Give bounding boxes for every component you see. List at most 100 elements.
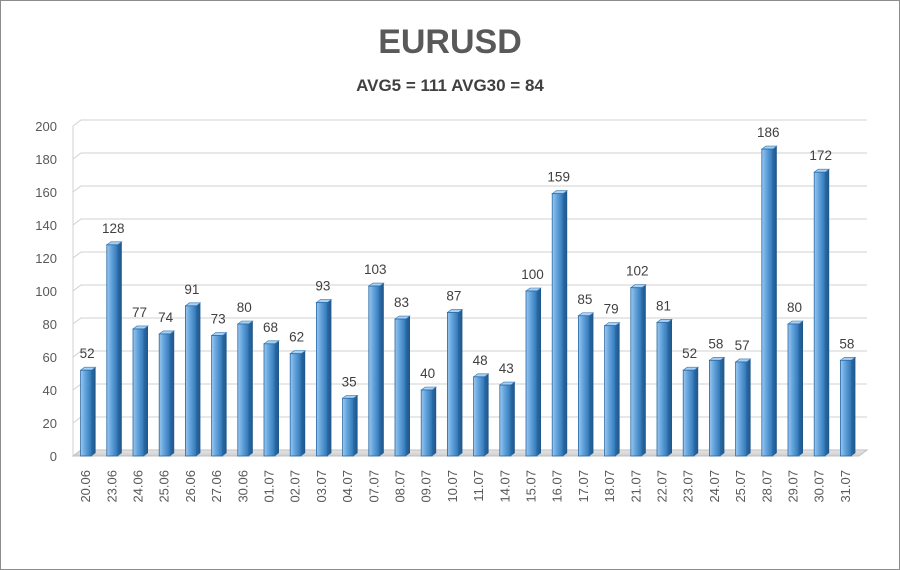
- x-tick-label: 27.06: [209, 470, 224, 503]
- data-label: 52: [682, 346, 697, 361]
- bar-front: [708, 359, 721, 457]
- x-tick-label: 25.06: [157, 470, 172, 503]
- y-tick-label: 40: [43, 383, 57, 398]
- bar-front: [577, 315, 590, 457]
- x-tick-label: 10.07: [445, 470, 460, 503]
- bar-04.07: [341, 394, 359, 457]
- y-tick-label: 60: [43, 350, 57, 365]
- y-tick-label: 120: [35, 251, 57, 266]
- bar-16.07: [551, 190, 569, 457]
- y-tick-label: 80: [43, 317, 57, 332]
- bar-front: [839, 359, 852, 457]
- data-label: 74: [158, 310, 174, 325]
- bar-27.06: [210, 332, 228, 457]
- x-tick-label: 24.07: [707, 470, 722, 503]
- bar-29.07: [787, 320, 804, 457]
- bar-10.07: [446, 309, 464, 457]
- y-gridline: [72, 152, 867, 160]
- data-label: 68: [263, 320, 278, 335]
- bar-side: [563, 190, 568, 456]
- bar-25.07: [734, 358, 752, 457]
- y-tick-label: 180: [35, 152, 57, 167]
- bar-24.06: [132, 325, 149, 457]
- bar-front: [289, 353, 302, 457]
- bar-31.07: [839, 356, 857, 457]
- bar-side: [799, 321, 804, 456]
- data-label: 35: [342, 374, 357, 389]
- x-tick-label: 01.07: [262, 470, 277, 503]
- bar-30.06: [236, 320, 254, 457]
- y-gridline: [72, 218, 867, 226]
- data-label: 58: [839, 336, 854, 351]
- bar-front: [211, 335, 224, 457]
- bar-side: [458, 309, 463, 456]
- y-gridline: [72, 185, 867, 193]
- x-tick-label: 23.06: [104, 470, 119, 503]
- data-label: 80: [787, 300, 802, 315]
- bar-side: [510, 382, 515, 456]
- y-gridline: [72, 317, 867, 325]
- data-label: 80: [237, 300, 252, 315]
- x-tick-label: 03.07: [314, 470, 329, 503]
- bar-23.06: [105, 241, 123, 457]
- bar-front: [158, 333, 171, 457]
- bar-26.06: [184, 302, 202, 457]
- x-tick-label: 23.07: [681, 470, 696, 503]
- bar-front: [499, 384, 512, 457]
- bar-side: [222, 332, 227, 456]
- bar-front: [420, 389, 433, 457]
- bar-01.07: [263, 340, 280, 457]
- x-tick-label: 14.07: [497, 470, 512, 503]
- data-label: 62: [289, 330, 304, 345]
- bar-side: [851, 357, 856, 456]
- x-tick-label: 04.07: [340, 470, 355, 503]
- x-tick-label: 09.07: [419, 470, 434, 503]
- x-tick-label: 11.07: [471, 470, 486, 502]
- bar-front: [394, 318, 407, 457]
- bar-front: [446, 312, 459, 457]
- x-tick-label: 30.06: [235, 470, 250, 503]
- bar-side: [641, 284, 646, 456]
- bar-02.07: [289, 350, 307, 457]
- bar-front: [184, 305, 197, 457]
- y-gridline: [72, 251, 867, 259]
- bar-17.07: [577, 312, 595, 457]
- bar-03.07: [315, 299, 333, 457]
- data-label: 48: [473, 353, 488, 368]
- x-tick-label: 20.06: [78, 470, 93, 503]
- bar-front: [813, 171, 826, 457]
- bar-side: [589, 312, 594, 456]
- data-label: 83: [394, 295, 409, 310]
- data-label: 159: [547, 170, 570, 185]
- bar-side: [117, 241, 122, 456]
- x-tick-label: 28.07: [759, 470, 774, 503]
- x-tick-label: 17.07: [576, 470, 591, 503]
- bar-25.06: [158, 330, 176, 457]
- bar-front: [315, 302, 328, 457]
- y-tick-label: 140: [35, 218, 57, 233]
- x-tick-label: 22.07: [655, 470, 670, 503]
- x-tick-label: 24.06: [131, 470, 146, 503]
- bar-08.07: [394, 315, 411, 457]
- bar-23.07: [682, 366, 700, 457]
- data-label: 40: [420, 366, 435, 381]
- y-tick-label: 20: [43, 416, 57, 431]
- x-tick-label: 21.07: [628, 470, 643, 503]
- bar-side: [432, 387, 437, 456]
- y-tick-label: 160: [35, 185, 57, 200]
- chart-subtitle: AVG5 = 111 AVG30 = 84: [356, 76, 544, 95]
- data-label: 85: [577, 292, 592, 307]
- bar-front: [80, 369, 93, 457]
- bar-front: [735, 361, 748, 457]
- y-gridline: [72, 119, 867, 127]
- bar-front: [237, 323, 250, 457]
- bar-side: [327, 299, 332, 456]
- y-tick-label: 0: [50, 449, 57, 464]
- x-tick-label: 08.07: [393, 470, 408, 503]
- data-label: 172: [809, 148, 832, 163]
- chart-title: EURUSD: [378, 23, 522, 61]
- bar-front: [106, 244, 119, 457]
- bar-front: [525, 290, 538, 457]
- bar-side: [537, 288, 542, 456]
